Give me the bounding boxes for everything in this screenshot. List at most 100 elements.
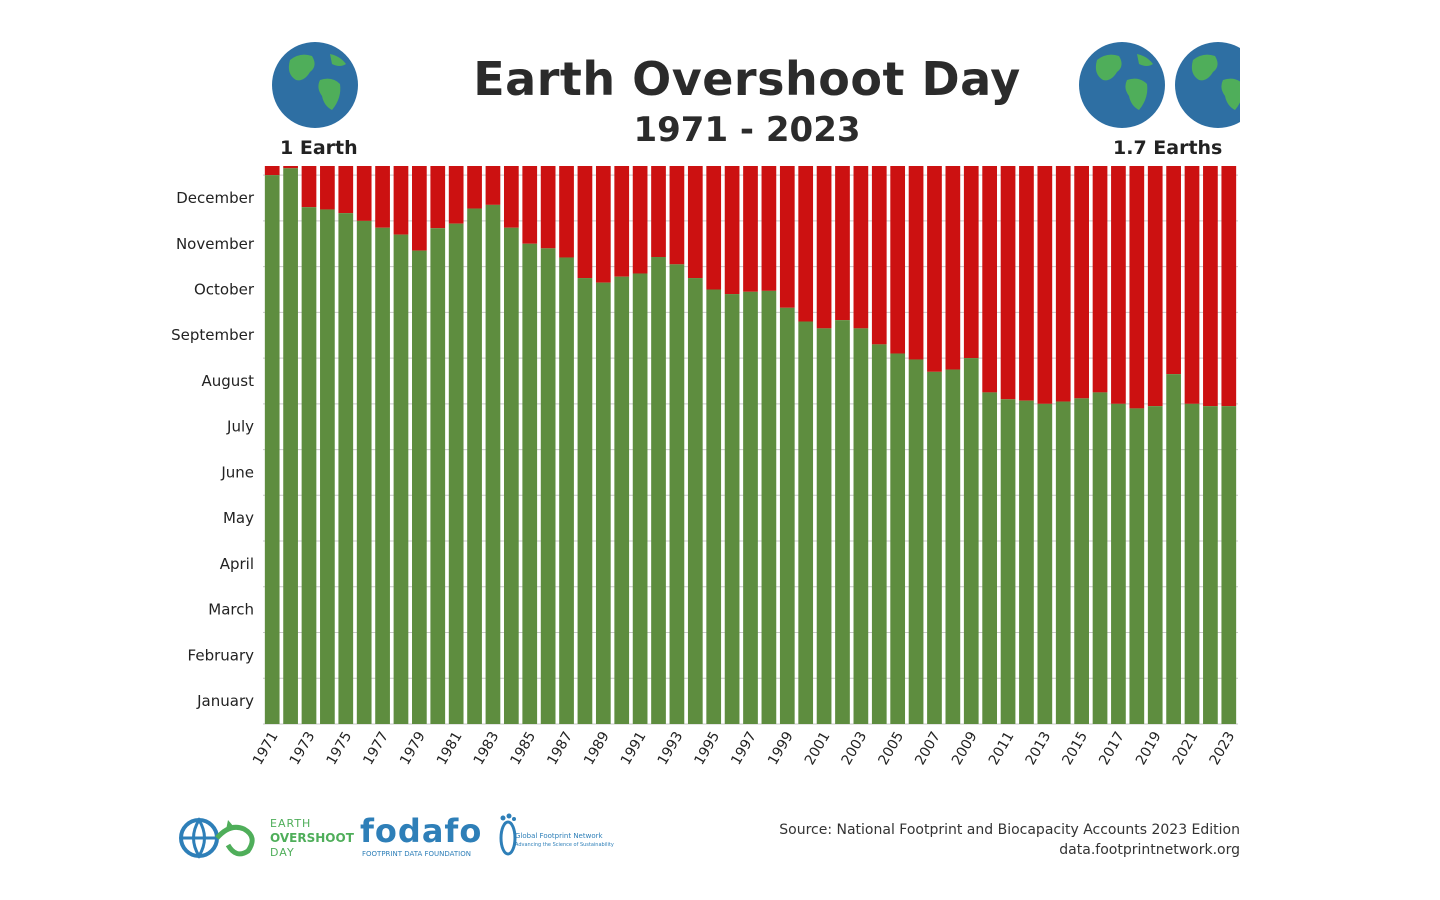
bar-before-overshoot-2019	[1147, 406, 1163, 724]
x-tick-label: 2009	[949, 729, 981, 768]
bar-after-overshoot-1981	[448, 166, 464, 224]
x-tick-label: 2017	[1096, 729, 1128, 768]
bar-after-overshoot-1989	[595, 166, 611, 283]
bar-before-overshoot-1984	[503, 227, 519, 724]
bar-before-overshoot-1975	[338, 213, 354, 724]
bar-after-overshoot-1974	[320, 166, 335, 210]
x-tick-label: 1999	[765, 729, 797, 768]
bar-after-overshoot-1991	[632, 166, 648, 274]
gfn-subtitle: Advancing the Science of Sustainability	[515, 842, 614, 848]
bar-after-overshoot-1986	[540, 166, 556, 249]
bar-after-overshoot-2020	[1166, 166, 1181, 375]
x-tick-label: 1993	[655, 729, 687, 768]
y-tick-label: November	[176, 235, 255, 253]
logo1-line1: EARTH	[270, 817, 312, 830]
bar-before-overshoot-2011	[1000, 399, 1016, 724]
x-tick-label: 2013	[1023, 729, 1055, 768]
x-tick-label: 1995	[691, 729, 723, 768]
bar-before-overshoot-2002	[835, 320, 850, 724]
y-tick-label: January	[196, 692, 254, 710]
bar-after-overshoot-1988	[577, 166, 593, 279]
earth-globe-icon-right-partial	[1175, 42, 1240, 128]
bar-before-overshoot-2008	[945, 369, 961, 724]
source-line: Source: National Footprint and Biocapaci…	[779, 822, 1240, 838]
bar-after-overshoot-1978	[393, 166, 409, 235]
bar-after-overshoot-1998	[761, 166, 777, 291]
bar-after-overshoot-1976	[356, 166, 372, 221]
source-url: data.footprintnetwork.org	[1059, 842, 1240, 858]
bar-before-overshoot-1983	[485, 204, 501, 724]
x-tick-label: 1981	[434, 729, 466, 768]
bar-before-overshoot-1979	[412, 250, 427, 725]
bar-before-overshoot-1993	[669, 264, 685, 724]
bar-after-overshoot-1993	[669, 166, 685, 265]
chart-title: Earth Overshoot Day	[473, 52, 1021, 106]
bar-after-overshoot-2016	[1092, 166, 1108, 393]
bar-before-overshoot-1974	[320, 209, 335, 725]
fodafo-subtitle: FOOTPRINT DATA FOUNDATION	[362, 850, 471, 858]
bar-before-overshoot-1978	[393, 234, 409, 724]
bar-before-overshoot-1980	[430, 228, 446, 724]
x-tick-label: 2003	[839, 729, 871, 768]
bar-before-overshoot-2007	[927, 371, 942, 724]
bar-after-overshoot-1977	[375, 166, 390, 228]
bar-after-overshoot-1971	[264, 166, 280, 176]
bar-before-overshoot-1977	[375, 227, 390, 724]
bar-after-overshoot-1992	[651, 166, 666, 258]
bar-before-overshoot-1981	[448, 223, 464, 724]
bar-after-overshoot-1985	[522, 166, 538, 244]
bar-after-overshoot-2017	[1111, 166, 1126, 404]
chart-subtitle: 1971 - 2023	[633, 110, 861, 150]
bar-after-overshoot-1999	[779, 166, 795, 308]
bar-after-overshoot-2011	[1000, 166, 1016, 400]
earths-label: 1.7 Earths	[1113, 137, 1223, 159]
bar-after-overshoot-2018	[1129, 166, 1145, 409]
y-tick-label: June	[220, 463, 254, 481]
bar-before-overshoot-2014	[1055, 401, 1071, 724]
bar-after-overshoot-2021	[1184, 166, 1200, 404]
bar-before-overshoot-2012	[1019, 400, 1034, 724]
x-tick-label: 1991	[618, 729, 650, 768]
bar-before-overshoot-2003	[853, 328, 869, 724]
earth-overshoot-day-logo: EARTH OVERSHOOT DAY	[178, 815, 358, 863]
logo1-line2: OVERSHOOT	[270, 831, 354, 845]
bar-after-overshoot-2022	[1203, 166, 1218, 407]
x-tick-label: 1973	[287, 729, 319, 768]
bar-after-overshoot-2014	[1055, 166, 1071, 402]
gfn-name: Global Footprint Network	[515, 832, 603, 840]
bar-after-overshoot-2007	[927, 166, 942, 372]
bar-before-overshoot-1992	[651, 257, 666, 724]
bar-before-overshoot-2017	[1111, 403, 1126, 724]
x-tick-label: 2021	[1170, 729, 1202, 768]
x-tick-label: 2019	[1133, 729, 1165, 768]
bar-before-overshoot-1987	[559, 257, 574, 724]
bar-after-overshoot-1980	[430, 166, 446, 229]
bar-after-overshoot-1990	[614, 166, 630, 277]
bar-after-overshoot-2006	[908, 166, 924, 360]
bar-after-overshoot-1983	[485, 166, 501, 205]
x-tick-label: 1985	[508, 729, 540, 768]
bar-before-overshoot-2004	[871, 344, 887, 724]
fodafo-logo: fodafo FOOTPRINT DATA FOUNDATION	[360, 812, 490, 862]
x-tick-label: 2001	[802, 729, 834, 768]
bar-before-overshoot-1997	[743, 291, 758, 724]
earth-globe-icon-right-1	[1079, 42, 1165, 128]
bar-before-overshoot-1985	[522, 243, 538, 725]
x-tick-label: 2023	[1207, 729, 1239, 768]
bar-after-overshoot-2015	[1074, 166, 1089, 399]
bar-before-overshoot-2010	[982, 392, 998, 724]
bar-before-overshoot-1996	[724, 294, 740, 724]
bar-before-overshoot-1995	[706, 289, 722, 724]
y-tick-label: August	[202, 372, 255, 390]
bar-after-overshoot-2010	[982, 166, 998, 393]
bar-before-overshoot-2001	[816, 328, 832, 724]
x-tick-label: 1987	[544, 729, 576, 768]
footprint-icon	[499, 813, 517, 856]
bar-before-overshoot-2020	[1166, 374, 1181, 724]
bar-before-overshoot-1989	[595, 282, 611, 724]
y-tick-label: March	[208, 601, 254, 619]
y-tick-label: October	[194, 280, 255, 298]
x-tick-label: 1975	[324, 729, 356, 768]
bar-before-overshoot-1972	[283, 168, 298, 725]
bar-before-overshoot-2023	[1221, 406, 1237, 724]
